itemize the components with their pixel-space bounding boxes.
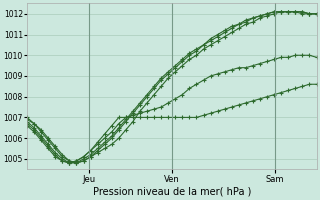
- X-axis label: Pression niveau de la mer( hPa ): Pression niveau de la mer( hPa ): [92, 187, 251, 197]
